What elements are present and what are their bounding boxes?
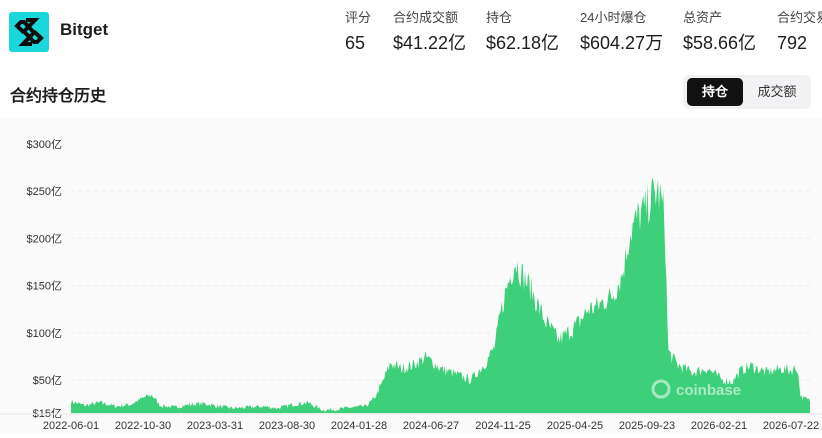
x-tick-label: 2025-09-23 [619,420,675,432]
tab-volume[interactable]: 成交额 [757,84,797,99]
chart-panel: $15亿 $50亿 $100亿 $150亿 $200亿 $250亿 $300亿 2022-06… [0,118,822,433]
x-tick-label: 2024-06-27 [403,420,459,432]
tab-open-interest[interactable]: 持仓 [687,78,743,106]
stat-open-interest: 持仓 $62.18亿 [486,10,559,54]
open-interest-area [71,177,810,413]
stat-label: 合约交易 [777,10,822,25]
stat-label: 合约成交额 [393,10,459,25]
stat-score: 评分 65 [345,10,371,54]
y-tick-label: $50亿 [33,374,62,387]
stat-value: 65 [345,33,366,53]
y-tick-label: $250亿 [27,185,62,198]
x-tick-label: 2023-03-31 [187,420,243,432]
stat-contract-volume: 合约成交额 $41.22亿 [393,10,466,54]
chart-tab-group: 持仓 成交额 [683,75,811,109]
x-tick-label: 2024-01-28 [331,420,387,432]
section-title: 合约持仓历史 [10,88,107,105]
x-tick-label: 2025-04-25 [547,420,603,432]
y-tick-label: $300亿 [27,138,62,151]
y-tick-label: $100亿 [27,327,62,340]
x-tick-label: 2026-02-21 [691,420,747,432]
watermark-logo-icon [651,379,671,399]
stat-value: $604.27万 [580,33,664,53]
stat-value: $62.18亿 [486,33,560,53]
stat-label: 总资产 [683,10,723,25]
y-tick-label: $200亿 [27,232,62,245]
x-tick-label: 2023-08-30 [259,420,315,432]
y-tick-label: $150亿 [27,280,62,293]
watermark-text: coinbase [676,382,741,399]
stat-value: 792 [777,33,808,53]
stat-contract-pairs: 合约交易 792 [777,10,822,54]
stat-total-assets: 总资产 $58.66亿 [683,10,756,54]
stat-24h-liquidation: 24小时爆仓 $604.27万 [580,10,663,54]
brand-name: Bitget [60,20,109,39]
x-tick-label: 2026-07-22 [763,420,819,432]
x-tick-label: 2022-06-01 [43,420,99,432]
stat-label: 24小时爆仓 [580,10,647,25]
stat-value: $58.66亿 [683,33,757,53]
open-interest-chart: $15亿$50亿$100亿$150亿$200亿$250亿$300亿2022-06… [0,138,822,432]
stat-label: 评分 [345,10,372,25]
bitget-logo-icon [9,12,49,52]
x-tick-label: 2022-10-30 [115,420,171,432]
stat-label: 持仓 [486,10,513,25]
stat-value: $41.22亿 [393,33,467,53]
exchange-header: Bitget 评分 65 合约成交额 $41.22亿 持仓 $62.18亿 24… [0,0,822,70]
x-tick-label: 2024-11-25 [475,420,530,432]
